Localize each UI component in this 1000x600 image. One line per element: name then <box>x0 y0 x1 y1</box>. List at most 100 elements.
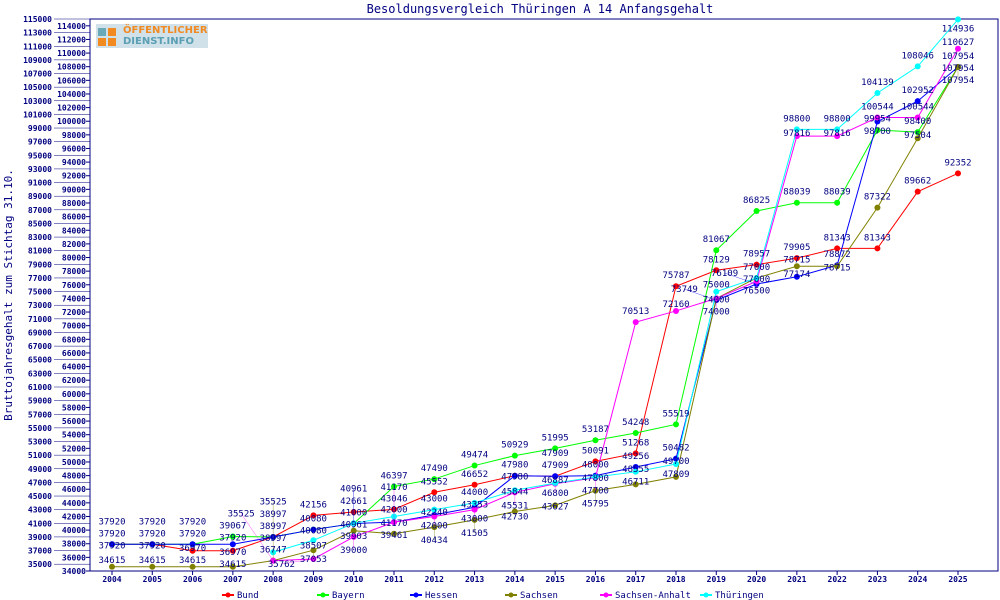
data-label: 74000 <box>703 307 730 317</box>
y-tick-label: 110000 <box>57 49 86 58</box>
data-point <box>511 487 518 494</box>
legend-item: Thüringen <box>700 591 764 600</box>
data-label: 36970 <box>219 548 246 558</box>
data-point <box>914 63 921 70</box>
y-tick-label: 46000 <box>62 485 86 494</box>
data-point <box>753 261 760 268</box>
y-tick-label: 45000 <box>28 492 52 501</box>
data-label: 70513 <box>622 307 649 317</box>
data-label: 98800 <box>783 114 810 124</box>
y-tick-label: 98000 <box>62 131 86 140</box>
data-label: 41170 <box>380 483 407 493</box>
y-tick-label: 57000 <box>28 410 52 419</box>
data-point <box>592 473 599 480</box>
data-label: 38997 <box>260 522 287 532</box>
data-point <box>552 445 559 452</box>
data-label: 107954 <box>942 76 975 86</box>
data-label: 37920 <box>219 533 246 543</box>
y-tick-label: 61000 <box>28 383 52 392</box>
data-point <box>632 450 639 457</box>
data-label: 77174 <box>783 270 810 280</box>
data-label: 44000 <box>461 488 488 498</box>
legend-item: Sachsen-Anhalt <box>600 591 691 600</box>
data-label: 46887 <box>542 476 569 486</box>
data-label: 48555 <box>622 465 649 475</box>
x-tick-label: 2006 <box>183 575 202 584</box>
y-tick-label: 34000 <box>62 567 86 576</box>
data-point <box>632 319 639 326</box>
data-point <box>914 129 921 136</box>
y-tick-label: 76000 <box>62 281 86 290</box>
data-point <box>391 483 397 490</box>
data-label: 54248 <box>622 418 649 428</box>
legend-marker <box>225 592 231 598</box>
data-point <box>310 512 317 519</box>
legend-marker <box>703 592 709 598</box>
x-tick-label: 2010 <box>344 575 363 584</box>
y-tick-label: 67000 <box>28 342 52 351</box>
data-point <box>229 541 236 548</box>
y-tick-label: 80000 <box>62 254 86 263</box>
data-label: 50091 <box>582 446 609 456</box>
y-tick-label: 53000 <box>28 438 52 447</box>
data-label: 37920 <box>139 517 166 527</box>
data-point <box>632 468 639 475</box>
data-point <box>673 307 679 314</box>
x-tick-label: 2025 <box>948 575 967 584</box>
data-label: 37920 <box>139 529 166 539</box>
data-point <box>109 541 115 548</box>
data-label: 97816 <box>783 129 810 139</box>
y-tick-label: 88000 <box>62 199 86 208</box>
x-tick-label: 2004 <box>102 575 121 584</box>
data-point <box>673 283 679 290</box>
legend-marker <box>508 592 514 598</box>
data-point <box>713 267 720 274</box>
y-tick-label: 104000 <box>57 90 86 99</box>
x-tick-label: 2015 <box>546 575 565 584</box>
data-point <box>874 90 881 97</box>
y-tick-label: 71000 <box>28 315 52 324</box>
data-label: 87322 <box>864 193 891 203</box>
data-point <box>914 188 921 195</box>
legend-label: Sachsen <box>520 591 558 600</box>
y-tick-label: 65000 <box>28 356 52 365</box>
y-tick-label: 79000 <box>28 260 52 269</box>
data-label: 35525 <box>260 498 287 508</box>
data-label: 78715 <box>824 263 851 273</box>
y-tick-label: 78000 <box>62 267 86 276</box>
data-point <box>673 473 679 480</box>
data-label: 74000 <box>703 295 730 305</box>
data-label: 51268 <box>622 438 649 448</box>
data-point <box>834 263 841 270</box>
y-axis: 34000 35000 36000 37000 38000 39000 40000 41000… <box>23 15 90 576</box>
data-label: 40080 <box>300 515 327 525</box>
data-point <box>834 133 841 140</box>
y-tick-label: 81000 <box>28 247 52 256</box>
data-label: 104139 <box>861 78 894 88</box>
y-tick-label: 49000 <box>28 465 52 474</box>
y-tick-label: 83000 <box>28 233 52 242</box>
data-point <box>391 530 397 537</box>
y-tick-label: 87000 <box>28 206 52 215</box>
legend-marker <box>320 592 326 598</box>
data-label: 45795 <box>582 500 609 510</box>
data-point <box>471 462 478 469</box>
data-point <box>189 547 196 554</box>
data-point <box>592 437 599 444</box>
y-tick-label: 36000 <box>62 553 86 562</box>
data-point <box>431 476 438 483</box>
data-point <box>834 199 841 206</box>
label-leaders <box>240 19 959 565</box>
legend-item: Bayern <box>317 591 365 600</box>
y-tick-label: 99000 <box>28 124 52 133</box>
y-tick-label: 70000 <box>62 322 86 331</box>
data-label: 73749 <box>671 285 698 295</box>
x-tick-label: 2014 <box>505 575 524 584</box>
logo-square <box>98 38 106 46</box>
data-point <box>793 255 800 262</box>
data-point <box>511 452 518 459</box>
data-point <box>431 489 438 496</box>
data-label: 97816 <box>824 129 851 139</box>
data-label: 47809 <box>662 470 689 480</box>
